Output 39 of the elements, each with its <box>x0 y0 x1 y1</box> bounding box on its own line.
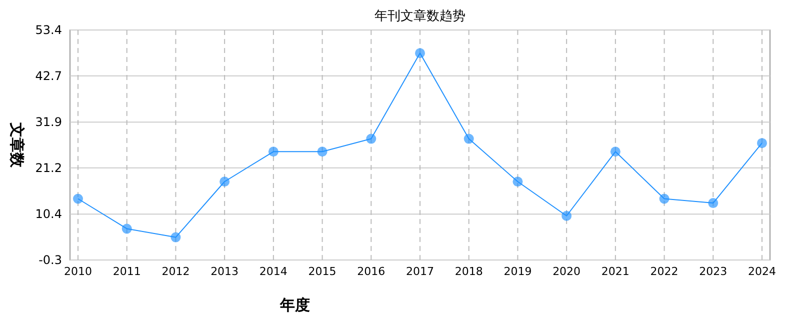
point <box>659 194 670 204</box>
y-tick-label: 31.9 <box>35 115 62 130</box>
point <box>415 48 425 58</box>
x-tick-label: 2019 <box>504 265 532 278</box>
y-tick-label: -0.3 <box>38 253 62 267</box>
x-tick-label: 2016 <box>357 265 386 278</box>
point <box>317 146 328 157</box>
point <box>562 210 572 221</box>
point <box>220 176 230 187</box>
x-axis-title: 年度 <box>279 296 310 314</box>
point <box>757 138 767 148</box>
y-tick-label: 42.7 <box>35 68 62 83</box>
y-tick-label: 21.2 <box>35 160 62 175</box>
x-tick-label: 2018 <box>454 265 483 278</box>
x-tick-label: 2021 <box>601 265 630 278</box>
point <box>268 146 278 157</box>
x-tick-label: 2017 <box>406 265 434 278</box>
point <box>610 146 620 157</box>
point <box>122 224 132 234</box>
x-tick-label: 2020 <box>552 265 581 278</box>
x-tick-label: 2011 <box>112 265 141 278</box>
x-tick-label: 2023 <box>699 265 728 278</box>
point <box>366 134 376 144</box>
x-tick-label: 2024 <box>748 265 776 278</box>
x-tick-label: 2010 <box>64 265 92 278</box>
y-tick-label: 53.4 <box>35 23 62 37</box>
x-tick-label: 2013 <box>210 265 239 278</box>
chart-title: 年刊文章数趋势 <box>374 9 466 24</box>
point <box>73 194 83 204</box>
x-tick-label: 2022 <box>650 265 678 278</box>
point <box>170 232 181 242</box>
y-tick-label: 10.4 <box>35 207 62 222</box>
y-axis-title: 文章数 <box>8 122 26 168</box>
x-tick-label: 2014 <box>259 265 288 278</box>
point <box>512 176 523 187</box>
point <box>464 134 474 144</box>
x-tick-label: 2015 <box>308 265 336 278</box>
x-tick-label: 2012 <box>162 265 190 278</box>
point <box>708 198 718 208</box>
